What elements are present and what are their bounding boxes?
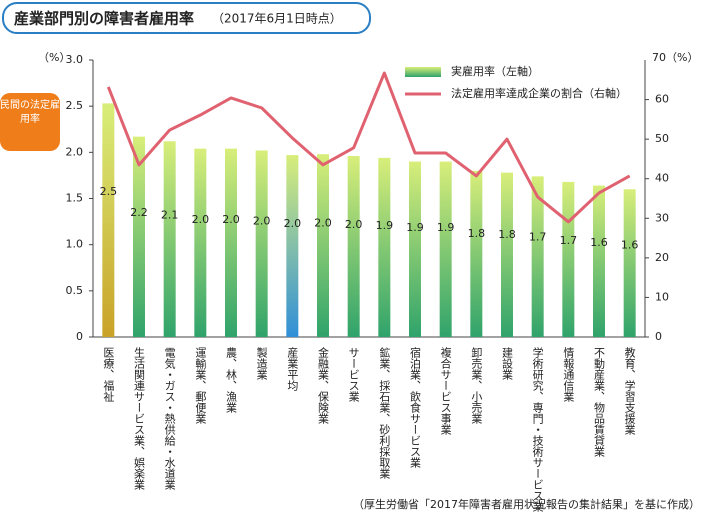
data-label: 1.8 [498,228,516,241]
bar [347,156,360,337]
x-tick-label: 電気・ガス・熱供給・水道業 [163,347,176,490]
bar [531,176,544,337]
data-label: 2.0 [284,217,302,230]
data-label: 2.2 [130,206,148,219]
legend-swatch [405,67,441,77]
data-label: 1.6 [621,238,639,251]
data-label: 1.6 [590,236,608,249]
x-tick-label: 鉱業、採石業、砂利採取業 [378,346,391,479]
data-label: 2.5 [100,185,118,198]
bar [255,150,268,337]
x-tick-label: 建設業 [501,346,514,380]
line [106,71,631,224]
bar [317,154,329,337]
x-tick-label: 卸売業、小売業 [470,346,483,424]
data-label: 2.0 [314,217,332,230]
bar [286,155,299,337]
x-tick-label: 複合サービス事業 [439,346,452,435]
bar [225,148,237,337]
x-tick-label: 教育、学習支援業 [623,347,636,435]
chart-subtitle: （2017年6月1日時点） [212,12,342,26]
y-unit: （%） [38,51,70,64]
data-label: 1.7 [529,230,547,243]
y2-tick-label: 50 [655,132,669,145]
data-label: 1.8 [468,227,486,240]
y2-tick-label: 40 [655,172,669,185]
y-tick-label: 0.5 [66,284,84,297]
data-label: 1.7 [560,234,578,247]
data-label: 1.9 [406,221,424,234]
title-box [2,2,371,34]
data-label: 2.1 [161,209,179,222]
annotation: 民間の法定雇用率 [0,93,60,151]
chart-title: 産業部門別の障害者雇用率 [14,10,194,28]
y-tick-label: 1.0 [66,238,84,251]
data-label: 2.0 [345,218,363,231]
y-tick-label: 0 [76,330,83,343]
y2-tick-label: 30 [655,211,669,224]
x-tick-label: 運輸業、郵便業 [194,347,207,424]
bar [102,103,115,337]
data-label: 2.0 [192,213,210,226]
bar [378,157,391,337]
x-tick-label: 金融業、保険業 [317,346,330,424]
y-tick-label: 3.0 [66,53,84,66]
legend-label: 法定雇用率達成企業の割合（右軸） [451,86,627,100]
bar [501,172,513,337]
y2-unit: 70（%） [652,51,698,64]
bar [623,189,636,337]
x-tick-label: 製造業 [255,346,268,380]
x-tick-label: 生活関連サービス業、娯楽業 [133,346,146,490]
x-tick-label: 農、林、漁業 [225,346,238,413]
x-tick-label: 産業平均 [286,347,299,392]
bar [163,141,176,337]
x-tick-label: サービス業 [347,347,360,402]
data-label: 1.9 [376,219,394,232]
bar [133,136,145,337]
y2-tick-label: 20 [655,251,669,264]
x-tick-label: 医療、福祉 [102,347,115,403]
bar [439,161,452,337]
y-tick-label: 2.5 [66,99,84,112]
data-label: 2.0 [253,214,271,227]
bar [409,161,421,337]
bar [470,170,483,337]
data-label: 2.0 [222,213,240,226]
y2-tick-label: 0 [655,330,662,343]
bar [562,181,575,337]
source: （厚生労働省「2017年障害者雇用状況報告の集計結果」を基に作成） [353,497,700,511]
y2-tick-label: 10 [655,290,669,303]
legend-label: 実雇用率（左軸） [451,64,539,78]
y2-tick-label: 60 [655,93,669,106]
x-tick-label: 情報通信業 [562,347,575,402]
data-label: 1.9 [437,221,455,234]
x-tick-label: 不動産業、物品賃貸業 [593,347,606,457]
y-tick-label: 1.5 [66,192,84,205]
x-tick-label: 宿泊業、飲食サービス業 [409,346,422,468]
x-tick-label: 学術研究、専門・技術サービス業 [531,346,544,512]
y-tick-label: 2.0 [66,145,84,158]
bar [593,185,605,337]
bar [194,148,207,337]
